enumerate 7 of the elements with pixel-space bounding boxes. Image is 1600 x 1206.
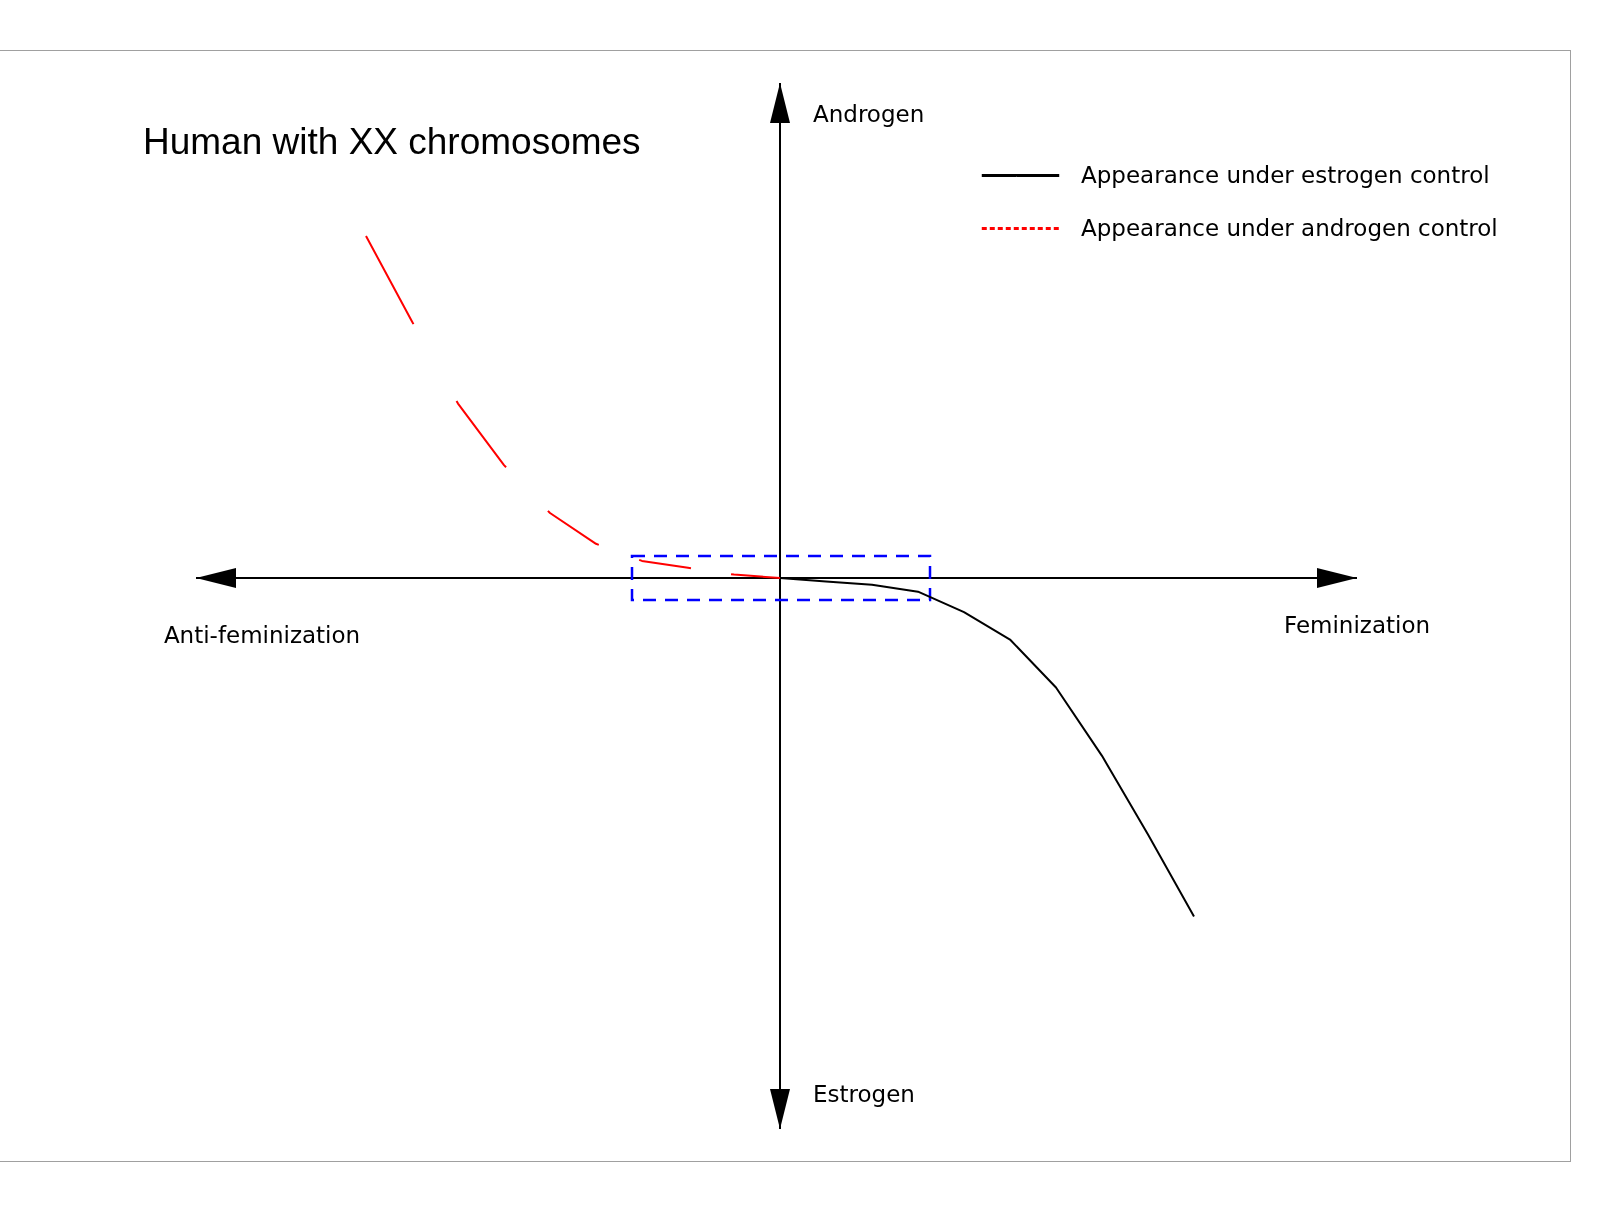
chart-title: Human with XX chromosomes bbox=[143, 121, 641, 162]
annotation: Anti-feminization bbox=[163, 622, 361, 648]
legend-label: Appearance under estrogen control bbox=[1081, 161, 1490, 188]
text: Androgen bbox=[813, 101, 925, 127]
legend-label: Appearance under androgen control bbox=[1081, 214, 1498, 241]
text: Feminization bbox=[1283, 612, 1431, 638]
text: Estrogen bbox=[813, 1081, 915, 1107]
